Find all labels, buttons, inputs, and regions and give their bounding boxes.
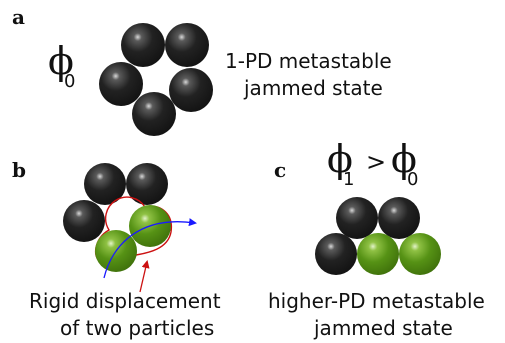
black-particle <box>63 200 105 242</box>
panel-c: c ϕ 1 > ϕ 0 higher-PD metastable jammed … <box>268 137 485 340</box>
phi1-symbol: ϕ <box>327 137 353 181</box>
panel-c-caption-line2: jammed state <box>313 316 453 340</box>
greater-than-sign: > <box>366 148 386 176</box>
panel-c-caption-line1: higher-PD metastable <box>268 289 485 313</box>
phi1-subscript: 1 <box>343 169 354 190</box>
phi0-symbol: ϕ <box>391 137 417 181</box>
black-particle <box>126 163 168 205</box>
panel-a: a ϕ 0 1-PD metastable jammed state <box>12 5 392 136</box>
panel-b-letter: b <box>12 158 26 182</box>
black-particle <box>378 197 420 239</box>
black-particle <box>121 23 165 67</box>
panel-b: b Rigid displacement of two particles <box>12 158 221 340</box>
black-particle <box>169 68 213 112</box>
black-particle <box>315 233 357 275</box>
panel-b-caption-line2: of two particles <box>60 316 214 340</box>
phi0-subscript: 0 <box>64 71 75 92</box>
panel-a-caption-line1: 1-PD metastable <box>225 49 392 73</box>
black-particle <box>165 23 209 67</box>
green-particle <box>399 233 441 275</box>
black-particle <box>336 197 378 239</box>
black-particle <box>84 163 126 205</box>
pointer-arrow <box>139 260 150 293</box>
panel-a-letter: a <box>12 5 25 29</box>
phi0-subscript: 0 <box>407 169 418 190</box>
panel-a-caption-line2: jammed state <box>243 76 383 100</box>
rotation-arrow <box>103 218 197 279</box>
phi0-symbol: ϕ <box>48 39 74 83</box>
black-particle <box>99 62 143 106</box>
panel-b-caption-line1: Rigid displacement <box>29 289 221 313</box>
green-particle <box>357 233 399 275</box>
panel-c-letter: c <box>274 158 286 182</box>
black-particle <box>132 92 176 136</box>
